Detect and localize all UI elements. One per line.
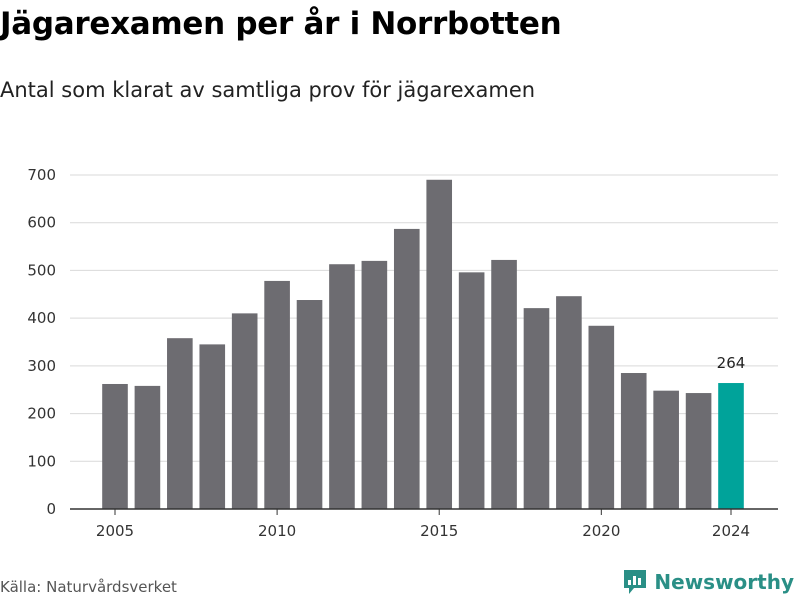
brand-logo: Newsworthy bbox=[622, 568, 794, 596]
brand-name: Newsworthy bbox=[654, 570, 794, 594]
bar bbox=[296, 300, 323, 509]
labels: 0 100 200 300 400 500 600 700 2005 2010 2015 2020 20… bbox=[27, 166, 750, 540]
bar bbox=[167, 338, 193, 509]
bar bbox=[426, 179, 453, 509]
bar bbox=[718, 383, 744, 509]
bar bbox=[231, 313, 258, 509]
bar bbox=[556, 296, 582, 509]
bar bbox=[393, 228, 420, 509]
axes bbox=[70, 508, 778, 515]
bar bbox=[491, 259, 517, 509]
bar bbox=[653, 390, 679, 509]
newsworthy-logo-icon bbox=[624, 570, 647, 594]
bar bbox=[102, 383, 128, 509]
y-tick-label: 400 bbox=[27, 309, 56, 327]
y-tick-label: 200 bbox=[27, 405, 56, 423]
y-tick-label: 0 bbox=[46, 500, 56, 518]
bar bbox=[523, 308, 550, 509]
data-label: 264 bbox=[717, 354, 746, 372]
bar bbox=[588, 325, 615, 509]
x-tick-label: 2020 bbox=[582, 522, 620, 540]
y-tick-label: 600 bbox=[27, 214, 56, 232]
bar bbox=[361, 260, 388, 509]
bars bbox=[102, 179, 744, 509]
x-tick-label: 2010 bbox=[258, 522, 296, 540]
bar bbox=[620, 373, 647, 509]
source-note: Källa: Naturvårdsverket bbox=[0, 578, 177, 596]
bar bbox=[458, 272, 485, 509]
bar bbox=[134, 385, 161, 509]
x-tick-label: 2015 bbox=[420, 522, 458, 540]
chart-subtitle: Antal som klarat av samtliga prov för jä… bbox=[0, 78, 536, 102]
bar bbox=[329, 264, 355, 509]
chart-title: Jägarexamen per år i Norrbotten bbox=[0, 6, 562, 42]
x-tick-label: 2024 bbox=[712, 522, 750, 540]
bar bbox=[199, 344, 226, 509]
y-tick-label: 500 bbox=[27, 261, 56, 279]
y-tick-label: 300 bbox=[27, 357, 56, 375]
x-tick-label: 2005 bbox=[96, 522, 134, 540]
y-tick-label: 700 bbox=[27, 166, 56, 184]
bar bbox=[264, 280, 290, 509]
y-tick-label: 100 bbox=[27, 452, 56, 470]
bar bbox=[685, 393, 712, 509]
